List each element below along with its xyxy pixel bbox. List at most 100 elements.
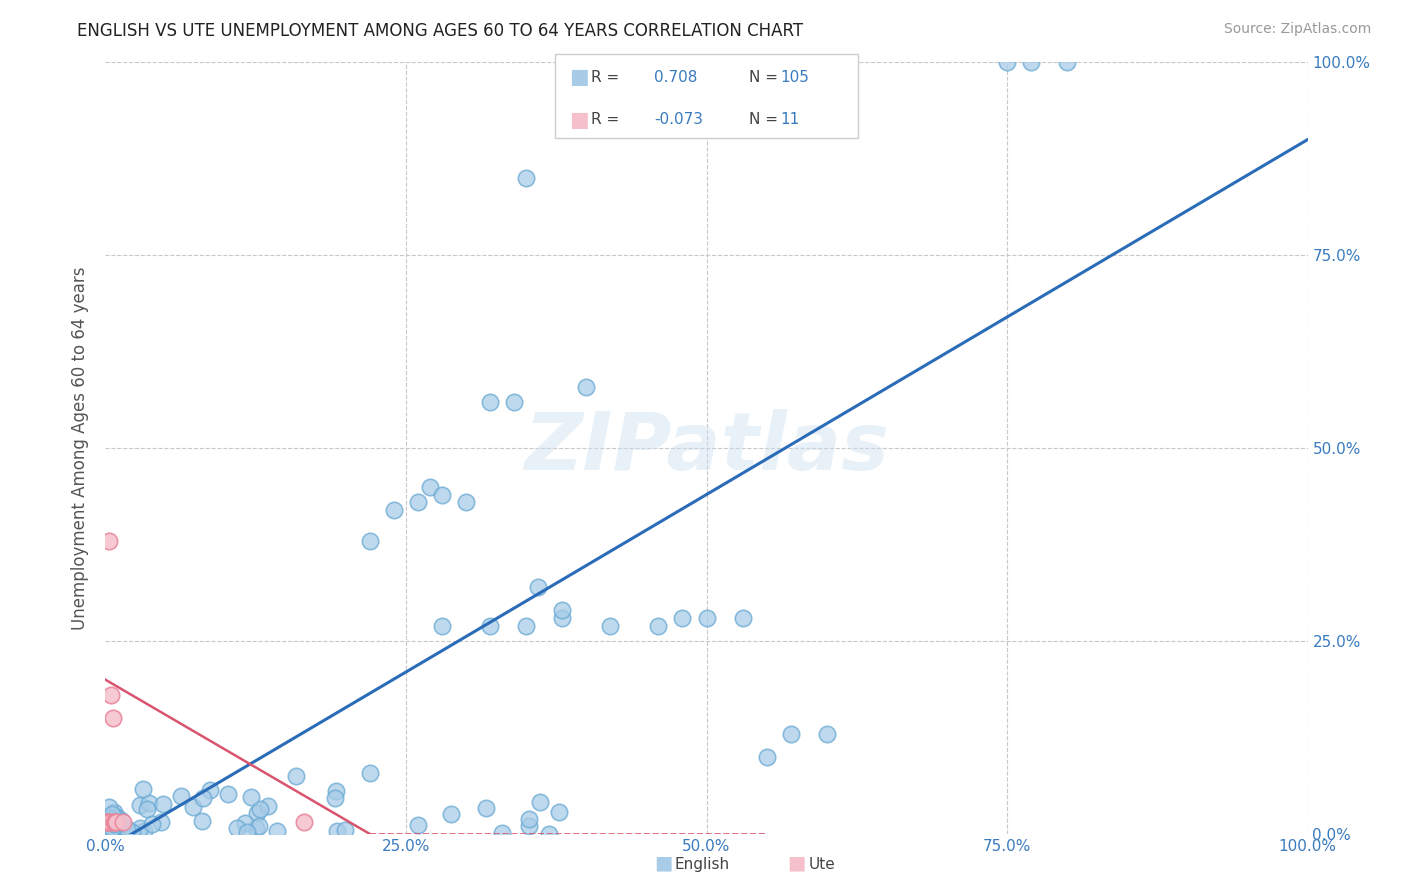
Point (430, 487, 453, 501)
Point (100, 822, 122, 836)
Point (131, 781, 153, 796)
Point (105, 822, 128, 836)
Point (671, 611, 693, 625)
Point (117, 822, 139, 836)
Point (98, 812, 121, 826)
Text: 0.708: 0.708 (654, 70, 697, 85)
Point (325, 784, 347, 798)
Point (454, 495, 477, 509)
Point (292, 815, 315, 830)
Point (132, 823, 155, 838)
Point (382, 503, 405, 517)
Point (266, 824, 288, 838)
Point (138, 796, 160, 810)
Text: -0.073: -0.073 (654, 112, 703, 128)
Point (94, 819, 117, 833)
Point (103, 814, 125, 829)
Point (548, 805, 571, 819)
Point (98, 815, 121, 830)
Point (479, 395, 502, 409)
Point (408, 818, 430, 832)
Point (419, 480, 441, 494)
Point (118, 826, 141, 840)
Text: N =: N = (749, 112, 779, 128)
Point (104, 822, 127, 836)
Point (152, 797, 174, 811)
Point (599, 618, 621, 632)
Point (107, 824, 129, 838)
Text: Ute: Ute (808, 857, 835, 872)
Point (430, 618, 453, 632)
Text: 105: 105 (780, 70, 810, 85)
Point (101, 823, 124, 838)
Text: R =: R = (591, 112, 619, 128)
Point (107, 814, 129, 828)
Point (97, 816, 120, 830)
Point (100, 822, 122, 836)
Point (647, 618, 669, 632)
Point (100, 688, 122, 702)
Point (104, 822, 127, 836)
Point (246, 805, 269, 820)
Point (235, 825, 257, 839)
Point (538, 826, 561, 840)
Point (111, 827, 134, 841)
Point (247, 819, 270, 833)
Point (105, 826, 128, 840)
Point (103, 815, 125, 830)
Point (129, 798, 152, 813)
Point (517, 819, 540, 833)
Point (359, 765, 381, 780)
Point (112, 825, 135, 839)
Point (815, 727, 838, 741)
Point (191, 814, 214, 829)
Point (96, 815, 118, 830)
Point (112, 815, 135, 830)
Point (101, 711, 124, 725)
Text: ■: ■ (569, 110, 589, 129)
Point (104, 823, 127, 838)
Point (551, 611, 574, 625)
Point (217, 788, 239, 802)
Point (527, 580, 550, 594)
Point (474, 800, 496, 814)
Point (149, 814, 172, 829)
Point (121, 825, 143, 839)
Point (105, 809, 128, 823)
Point (1019, 55, 1042, 70)
Point (233, 816, 256, 830)
Point (101, 806, 124, 821)
Point (110, 813, 132, 827)
Point (129, 821, 152, 835)
Point (529, 795, 551, 809)
Point (731, 611, 754, 625)
Point (995, 55, 1018, 70)
Text: ■: ■ (654, 854, 672, 872)
Point (515, 171, 537, 186)
Point (440, 806, 463, 821)
Point (193, 790, 215, 805)
Text: N =: N = (749, 70, 779, 85)
Point (115, 822, 138, 836)
Point (779, 727, 801, 741)
Point (103, 816, 125, 830)
Point (103, 826, 125, 840)
Point (551, 603, 574, 617)
Point (755, 749, 778, 764)
Text: 11: 11 (780, 112, 800, 128)
Point (696, 611, 718, 625)
Point (181, 800, 204, 814)
Point (517, 812, 540, 826)
Point (240, 790, 263, 805)
Point (479, 618, 502, 632)
Point (325, 824, 347, 838)
Point (285, 769, 308, 783)
Point (515, 618, 537, 632)
Point (96, 810, 118, 824)
Point (101, 815, 124, 830)
Point (406, 495, 429, 509)
Point (359, 533, 381, 548)
Text: ENGLISH VS UTE UNEMPLOYMENT AMONG AGES 60 TO 64 YEARS CORRELATION CHART: ENGLISH VS UTE UNEMPLOYMENT AMONG AGES 6… (77, 22, 803, 40)
Text: English: English (675, 857, 730, 872)
Point (1056, 55, 1078, 70)
